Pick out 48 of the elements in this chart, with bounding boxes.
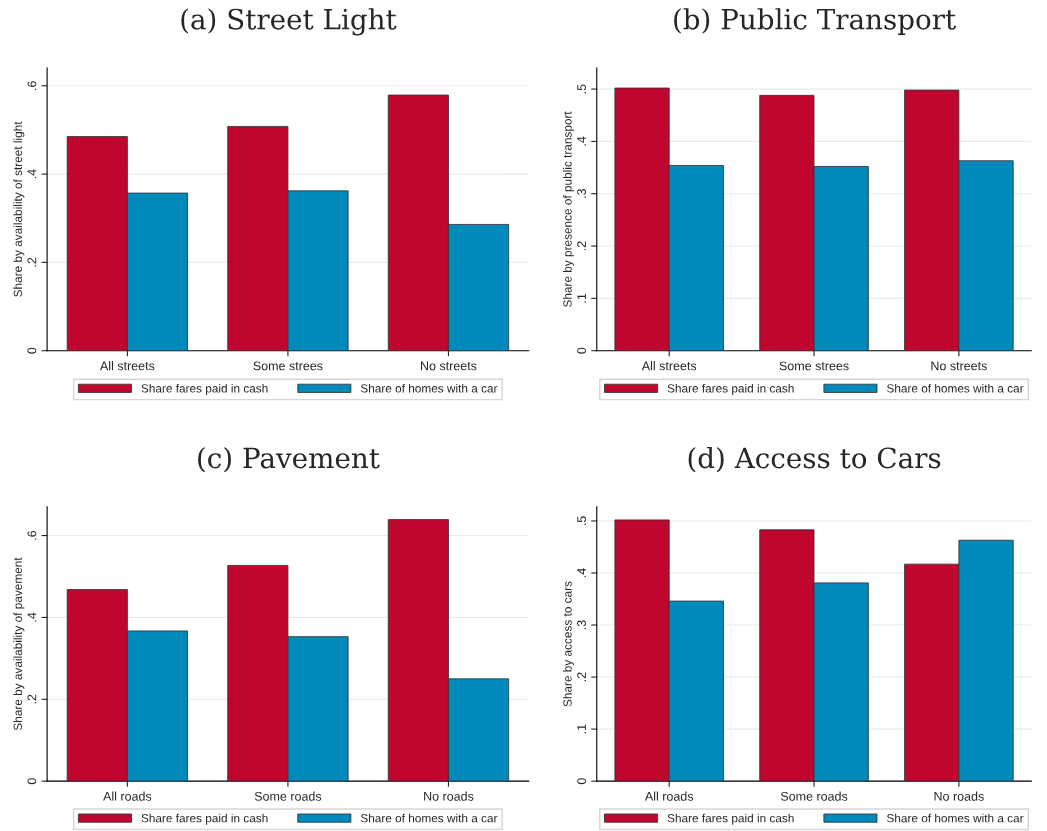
- y-tick-label: .6: [27, 530, 37, 540]
- legend-label: Share of homes with a car: [360, 383, 498, 393]
- legend-label: Share fares paid in cash: [667, 383, 794, 395]
- y-tick-label: 0: [27, 347, 37, 354]
- y-tick-label: .1: [577, 293, 586, 303]
- y-tick-label: .4: [27, 612, 37, 622]
- x-tick-label: All streets: [641, 361, 697, 371]
- y-tick-label: .3: [577, 189, 586, 198]
- legend-label: Share of homes with a car: [886, 383, 1024, 393]
- chart-title: (c) Pavement: [198, 446, 380, 473]
- y-axis-title: Share by availability of pavement: [13, 557, 25, 731]
- legend-label: Share fares paid in cash: [141, 383, 268, 395]
- x-tick-label: Some strees: [779, 361, 849, 371]
- y-tick-label: .2: [577, 672, 586, 682]
- y-tick-label: .4: [27, 169, 37, 179]
- y-tick-label: .1: [577, 724, 586, 734]
- legend-label: Share fares paid in cash: [141, 813, 268, 825]
- x-tick-label: No streets: [421, 361, 477, 371]
- x-tick-label: Some strees: [253, 361, 323, 371]
- chart-title: (d) Access to Cars: [688, 446, 941, 473]
- y-tick-label: .2: [577, 241, 586, 251]
- y-tick-label: .5: [577, 84, 586, 94]
- y-tick-label: .4: [577, 568, 586, 578]
- x-tick-label: All roads: [644, 791, 694, 801]
- chart-title: (a) Street Light: [181, 8, 397, 36]
- y-axis-title: Share by availability of street light: [13, 121, 25, 297]
- y-tick-label: .2: [27, 257, 37, 267]
- x-tick-label: No roads: [934, 791, 984, 801]
- y-axis-title: Share by presence of public transport: [563, 111, 575, 307]
- x-tick-label: Some roads: [254, 791, 322, 801]
- x-tick-label: No roads: [424, 791, 474, 801]
- y-tick-label: 0: [27, 778, 37, 785]
- x-tick-label: All streets: [99, 361, 155, 371]
- chart-title: (b) Public Transport: [674, 8, 956, 36]
- y-tick-label: 0: [577, 778, 586, 785]
- y-tick-label: .3: [577, 620, 586, 630]
- x-tick-label: No streets: [931, 361, 987, 371]
- legend-label: Share of homes with a car: [360, 813, 498, 823]
- y-tick-label: .5: [577, 516, 586, 526]
- legend-label: Share fares paid in cash: [667, 813, 794, 825]
- x-tick-label: All roads: [103, 791, 152, 801]
- legend-label: Share of homes with a car: [886, 813, 1024, 823]
- y-tick-label: .6: [27, 81, 37, 90]
- y-tick-label: .4: [577, 136, 586, 146]
- y-tick-label: 0: [577, 347, 586, 354]
- y-axis-title: Share by access to cars: [563, 581, 575, 707]
- y-tick-label: .2: [27, 694, 37, 704]
- x-tick-label: Some roads: [780, 791, 848, 801]
